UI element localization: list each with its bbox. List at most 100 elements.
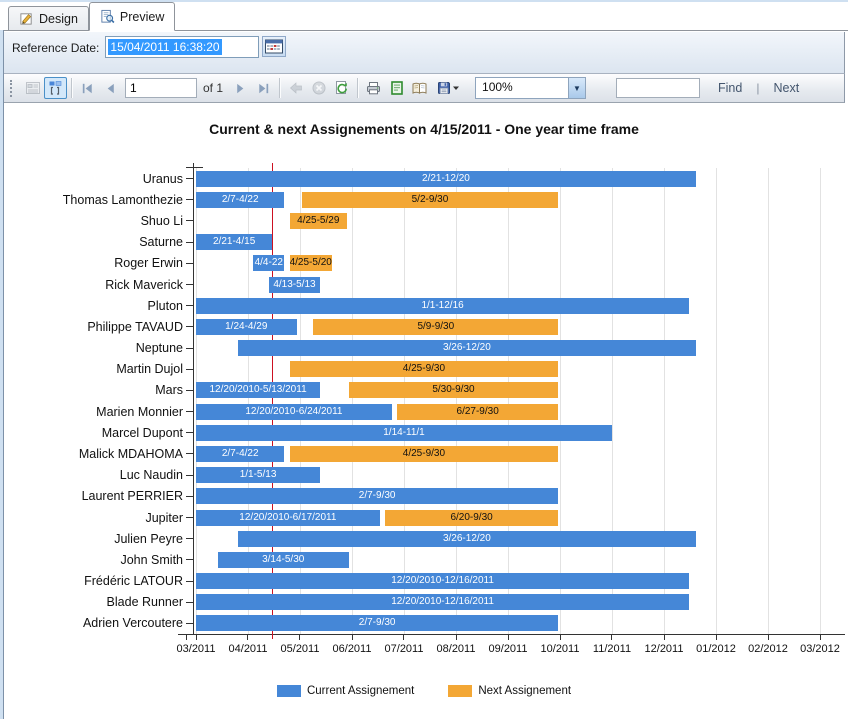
- page-setup-icon: [412, 82, 427, 94]
- chart-legend: Current Assignement Next Assignement: [0, 685, 848, 697]
- y-axis-tick: [186, 517, 193, 518]
- y-axis-category-label: Laurent PERRIER: [81, 489, 183, 504]
- zoom-value: 100%: [482, 80, 513, 94]
- page-setup-button[interactable]: [408, 77, 431, 99]
- gantt-bar-current: 2/21-4/15: [196, 234, 273, 251]
- find-next-button[interactable]: Next: [773, 81, 800, 95]
- legend-item: Next Assignement: [448, 685, 571, 697]
- x-axis-tick: [455, 635, 457, 640]
- gantt-bar-current: 3/14-5/30: [217, 551, 349, 568]
- x-axis-tick-label: 02/2012: [748, 643, 788, 655]
- y-axis-tick: [186, 326, 193, 328]
- y-axis-tick: [186, 305, 193, 307]
- gantt-bar-next: 5/2-9/30: [301, 191, 559, 208]
- page-count-label: of 1: [203, 81, 224, 95]
- calendar-button[interactable]: [262, 36, 287, 57]
- save-icon: [438, 82, 451, 94]
- gantt-bar-current: 2/7-4/22: [196, 191, 285, 208]
- gridline: [352, 168, 353, 634]
- last-page-button[interactable]: [252, 77, 275, 99]
- y-axis-category-label: John Smith: [120, 552, 183, 567]
- parameters-toggle-button[interactable]: [44, 77, 67, 99]
- x-axis-tick-label: 06/2011: [332, 643, 372, 655]
- chevron-down-icon[interactable]: ▼: [568, 78, 586, 98]
- refresh-button[interactable]: [330, 77, 353, 99]
- x-axis-line: [178, 634, 845, 635]
- y-axis-category-label: Julien Peyre: [114, 531, 183, 546]
- y-axis-category-label: Saturne: [139, 235, 183, 250]
- document-map-button[interactable]: [21, 77, 44, 99]
- gantt-bar-current: 2/21-12/20: [196, 170, 696, 187]
- gridline: [612, 168, 613, 634]
- gantt-bar-next: 4/25-9/30: [289, 361, 559, 378]
- y-axis-tick: [186, 538, 193, 540]
- print-layout-button[interactable]: [385, 77, 408, 99]
- y-axis-tick: [186, 495, 193, 497]
- gantt-bar-current: 1/14-11/1: [196, 424, 612, 441]
- y-axis-tick: [186, 474, 193, 476]
- find-button[interactable]: Find: [718, 81, 743, 95]
- report-toolbar: of 1 100%: [4, 74, 845, 103]
- find-input[interactable]: [616, 78, 701, 98]
- x-axis-tick-label: 09/2011: [488, 643, 528, 655]
- reference-date-input[interactable]: 15/04/2011 16:38:20: [105, 36, 260, 58]
- toolbar-grip-handle[interactable]: [10, 79, 15, 97]
- window-left-edge: [0, 30, 4, 719]
- y-axis-category-label: Adrien Vercoutere: [82, 616, 183, 631]
- gridline: [664, 168, 665, 634]
- gantt-bar-next: 6/27-9/30: [397, 403, 559, 420]
- calendar-icon: [265, 39, 284, 54]
- reference-date-panel: Reference Date: 15/04/2011 16:38:20: [4, 32, 845, 74]
- y-axis-tick: [186, 601, 193, 603]
- plot-area: 2/21-12/20 2/7-4/22 5/2-9/30 4/25-5/29 2/21-…: [196, 163, 821, 639]
- zoom-combobox[interactable]: 100% ▼: [475, 77, 587, 99]
- x-axis-tick-label: 03/2012: [800, 643, 840, 655]
- reference-date-selected-text: 15/04/2011 16:38:20: [108, 39, 222, 55]
- y-axis-category-label: Marcel Dupont: [101, 425, 183, 440]
- first-page-button[interactable]: [76, 77, 99, 99]
- x-axis-tick: [663, 635, 665, 640]
- x-axis-tick: [767, 635, 769, 640]
- page-number-input[interactable]: [125, 78, 197, 98]
- gridline: [716, 168, 717, 634]
- reference-date-line: [272, 163, 274, 639]
- x-axis-tick: [299, 635, 301, 640]
- pencil-icon: [20, 13, 32, 25]
- next-page-button[interactable]: [229, 77, 252, 99]
- print-button[interactable]: [362, 77, 385, 99]
- previous-page-button[interactable]: [99, 77, 122, 99]
- gridline: [196, 168, 197, 634]
- x-axis-tick: [715, 635, 717, 640]
- tab-preview-label: Preview: [119, 9, 165, 24]
- gantt-bar-next: 5/9-9/30: [313, 318, 559, 335]
- gantt-bar-current: 4/13-5/13: [268, 276, 321, 293]
- stop-button[interactable]: [307, 77, 330, 99]
- back-button[interactable]: [284, 77, 307, 99]
- x-axis-labels: 03/2011 04/2011 05/2011 06/2011 07/2011 08/20…: [177, 643, 840, 657]
- x-axis-tick: [611, 635, 613, 640]
- y-axis-category-label: Mars: [155, 383, 183, 398]
- preview-report-icon: [101, 9, 115, 24]
- refresh-icon: [335, 81, 347, 94]
- x-axis-tick-label: 08/2011: [436, 643, 476, 655]
- x-axis-tick-label: 01/2012: [696, 643, 736, 655]
- y-axis-top-tick: [186, 167, 203, 168]
- y-axis-tick: [186, 559, 193, 561]
- gridline: [456, 168, 457, 634]
- tab-design[interactable]: Design: [8, 6, 89, 30]
- report-canvas: Current & next Assignements on 4/15/2011…: [0, 103, 848, 719]
- gantt-bar-current: 3/26-12/20: [237, 340, 696, 357]
- toolbar-separator: [279, 78, 281, 98]
- gantt-bar-current: 1/24-4/29: [196, 318, 297, 335]
- tab-preview[interactable]: Preview: [88, 2, 176, 31]
- legend-label: Current Assignement: [306, 685, 415, 697]
- export-button[interactable]: [431, 77, 465, 99]
- dropdown-caret-icon: [453, 86, 460, 90]
- x-axis-tick: [507, 635, 509, 640]
- gantt-bar-current: 3/26-12/20: [237, 530, 696, 547]
- y-axis-tick: [186, 241, 193, 243]
- find-next-separator: |: [756, 81, 760, 95]
- y-axis-category-label: Pluton: [147, 298, 183, 313]
- y-axis-tick: [186, 432, 193, 434]
